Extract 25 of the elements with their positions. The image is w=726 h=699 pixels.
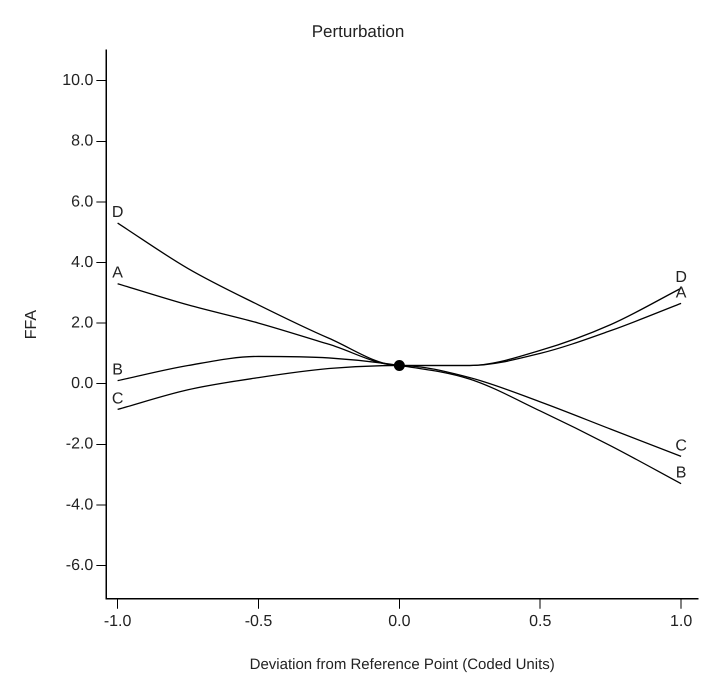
y-tick-label: 0.0	[71, 375, 94, 392]
y-tick-label: 4.0	[71, 254, 94, 271]
series-label: B	[676, 464, 686, 482]
x-tick-label: 0.0	[388, 612, 411, 630]
y-tick-label: 6.0	[71, 193, 94, 210]
text: C	[112, 390, 124, 408]
y-tick-label: 8.0	[71, 132, 94, 150]
y-tick-label: 10.0	[62, 72, 94, 90]
series-label: D	[675, 269, 687, 286]
x-tick-label: -0.5	[244, 612, 272, 630]
x-tick-label: 0.5	[529, 612, 552, 630]
text: B	[112, 362, 123, 379]
y-tick-label: -4.0	[66, 496, 94, 514]
y-tick-label: -6.0	[66, 556, 94, 574]
series-label: C	[675, 437, 687, 454]
text: D	[112, 204, 124, 222]
x-tick-label: 1.0	[670, 612, 692, 630]
y-axis-title: FFA	[23, 310, 40, 340]
series-label: A	[112, 264, 124, 282]
y-tick-label: -2.0	[66, 436, 94, 453]
chart-title: Perturbation	[312, 22, 404, 41]
y-tick-label: 2.0	[71, 314, 94, 332]
text: A	[676, 284, 686, 302]
x-tick-label: -1.0	[104, 612, 132, 630]
x-axis-title: Deviation from Reference Point (Coded Units)	[250, 656, 555, 674]
